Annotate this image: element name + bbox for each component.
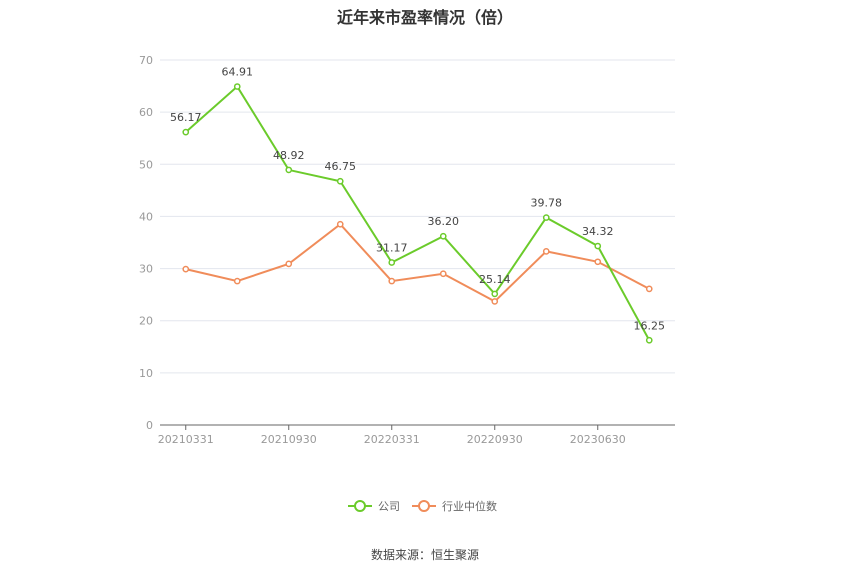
industry-point [491, 298, 499, 305]
data-label: 16.25 [634, 319, 666, 332]
series-line-industry [185, 222, 650, 303]
y-tick-label: 40 [139, 210, 153, 223]
company-point [182, 128, 190, 136]
data-label: 31.17 [376, 241, 408, 254]
y-tick-label: 50 [139, 158, 153, 171]
x-tick-label: 20230630 [570, 433, 626, 446]
company-point [388, 259, 396, 266]
data-label: 48.92 [273, 149, 305, 162]
x-tick-label: 20220930 [467, 433, 523, 446]
company-point [233, 83, 241, 90]
company-point [285, 166, 293, 174]
industry-point [285, 260, 293, 268]
y-tick-label: 60 [139, 106, 153, 119]
y-tick-label: 20 [139, 315, 153, 328]
data-label: 46.75 [325, 160, 357, 173]
legend-label-industry: 行业中位数 [442, 499, 497, 513]
legend-marker-industry [418, 500, 430, 512]
data-label: 36.20 [428, 215, 460, 228]
data-label: 56.17 [170, 111, 202, 124]
legend-marker-company [354, 500, 366, 512]
data-source: 数据来源：恒生聚源 [370, 548, 479, 562]
y-tick-label: 10 [139, 367, 153, 380]
x-tick-label: 20210930 [261, 433, 317, 446]
industry-point [645, 285, 653, 293]
y-tick-label: 70 [139, 54, 153, 67]
data-label: 34.32 [582, 225, 614, 238]
industry-point [594, 258, 602, 266]
data-label: 39.78 [531, 197, 563, 210]
industry-point [336, 220, 344, 228]
data-label: 64.91 [222, 66, 254, 79]
chart-title: 近年来市盈率情况（倍） [336, 8, 513, 27]
x-tick-label: 20210331 [158, 433, 214, 446]
industry-point [182, 265, 190, 273]
legend-label-company: 公司 [378, 500, 400, 513]
x-tick-label: 20220331 [364, 433, 420, 446]
industry-point [542, 248, 550, 255]
industry-point [439, 270, 447, 278]
company-point [594, 242, 602, 250]
company-point [491, 290, 499, 298]
data-label: 25.14 [479, 273, 511, 286]
company-point [439, 232, 447, 240]
series-line-company [185, 85, 651, 341]
company-point [542, 214, 550, 221]
company-point [645, 336, 653, 344]
company-point [336, 177, 344, 185]
industry-point [233, 277, 241, 285]
y-tick-label: 0 [146, 419, 153, 432]
y-tick-label: 30 [139, 263, 153, 276]
industry-point [388, 277, 396, 285]
